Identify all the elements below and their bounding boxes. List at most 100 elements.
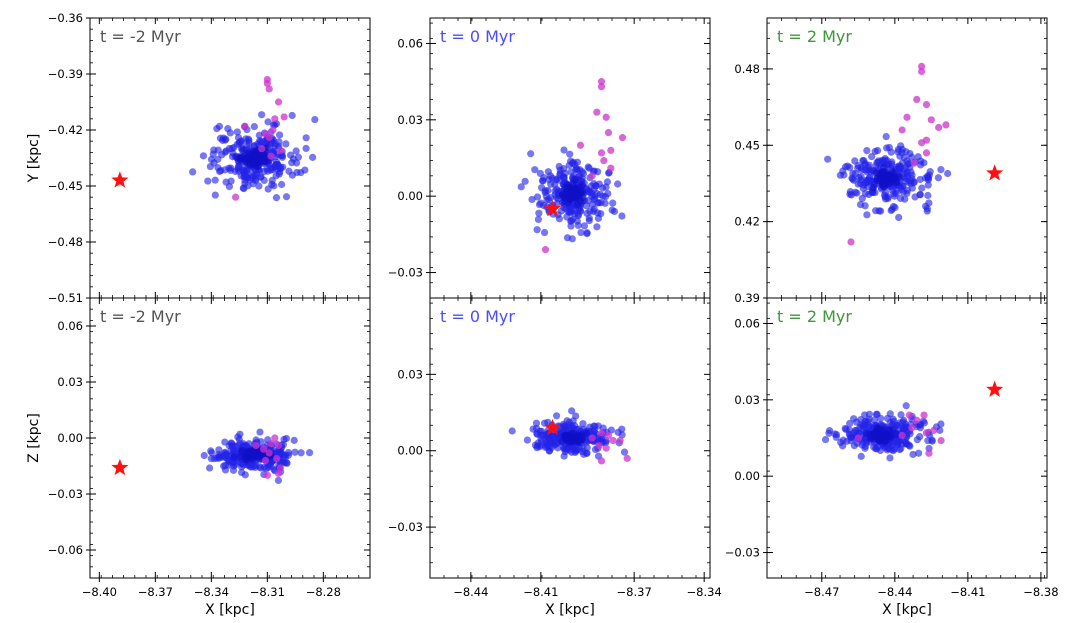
blue-point	[886, 419, 894, 427]
blue-point	[880, 443, 889, 452]
blue-point	[874, 157, 883, 165]
magenta-point	[600, 156, 608, 165]
blue-point	[563, 234, 572, 242]
panel-3: 0.48 0.45 0.42 0.39 t = 2 Myr	[734, 17, 1048, 305]
magenta-point	[265, 449, 273, 457]
blue-point	[887, 148, 895, 156]
blue-point	[918, 184, 926, 192]
blue-point	[237, 447, 245, 456]
blue-point	[311, 115, 319, 124]
blue-point	[293, 168, 301, 177]
x-axis-label: X [kpc]	[882, 602, 932, 618]
blue-point	[896, 446, 904, 454]
blue-point	[898, 182, 906, 190]
blue-point	[825, 427, 834, 435]
blue-point	[869, 184, 878, 192]
blue-point	[282, 193, 291, 201]
blue-point	[258, 111, 266, 119]
y-tick-label: 0.00	[57, 431, 83, 445]
blue-point	[618, 431, 626, 439]
blue-point	[592, 182, 600, 190]
blue-point	[239, 440, 248, 448]
y-tick-label: 0.42	[734, 215, 760, 229]
blue-point	[288, 159, 296, 167]
blue-point	[210, 159, 218, 167]
y-tick-label: −0.39	[48, 67, 83, 81]
blue-point	[241, 455, 249, 464]
blue-point	[902, 174, 910, 182]
blue-point	[934, 174, 942, 182]
panel-title: t = 2 Myr	[777, 307, 852, 326]
blue-point	[544, 168, 552, 176]
x-tick-label: −8.28	[306, 585, 341, 599]
magenta-point	[261, 456, 270, 464]
blue-point	[885, 179, 893, 187]
blue-point	[279, 458, 287, 466]
star-marker	[543, 418, 562, 436]
y-tick-label: −0.03	[48, 487, 83, 501]
magenta-point	[920, 411, 928, 419]
blue-point	[888, 205, 896, 213]
magenta-point	[607, 146, 615, 154]
star-marker	[986, 164, 1004, 181]
magenta-point	[922, 149, 931, 157]
blue-point	[255, 131, 263, 139]
blue-point	[276, 131, 284, 139]
magenta-point	[913, 95, 921, 104]
blue-point	[883, 144, 891, 152]
y-tick-label: −0.51	[48, 291, 83, 305]
magenta-point	[232, 193, 240, 201]
blue-point	[235, 163, 243, 171]
blue-point	[237, 137, 246, 145]
blue-point	[264, 185, 272, 193]
y-tick-label: 0.48	[734, 62, 760, 76]
blue-point	[840, 171, 848, 179]
y-tick-label: −0.06	[48, 543, 83, 557]
blue-point	[574, 211, 582, 219]
star-marker	[543, 199, 562, 217]
blue-point	[925, 199, 933, 207]
blue-point	[234, 157, 243, 165]
panel-1: −0.36 −0.39 −0.42 −0.45 −0.48 −0.51 t = -2 Myr…	[26, 11, 371, 305]
points-group	[189, 76, 319, 202]
magenta-point	[273, 454, 281, 463]
blue-point	[521, 177, 529, 185]
blue-point	[593, 189, 601, 198]
blue-point	[264, 167, 272, 175]
magenta-point	[271, 434, 279, 442]
blue-point	[566, 150, 574, 158]
blue-point	[244, 154, 252, 162]
panel-title: t = 2 Myr	[777, 27, 852, 46]
x-axis-label: X [kpc]	[545, 602, 595, 618]
blue-point	[282, 140, 290, 148]
blue-point	[560, 173, 568, 181]
blue-point	[204, 177, 212, 185]
blue-point	[547, 180, 555, 188]
blue-point	[309, 153, 317, 161]
blue-point	[863, 211, 871, 219]
blue-point	[905, 159, 913, 168]
blue-point	[222, 135, 230, 143]
blue-point	[599, 184, 607, 192]
axes-frame	[766, 297, 1048, 579]
x-tick-label: −8.44	[453, 585, 488, 599]
magenta-point	[258, 145, 266, 153]
blue-point	[865, 430, 874, 438]
blue-point	[280, 435, 288, 444]
blue-point	[255, 182, 263, 190]
blue-point	[213, 125, 221, 133]
magenta-point	[263, 79, 271, 87]
blue-point	[837, 438, 845, 447]
blue-point	[604, 189, 612, 198]
y-tick-label: 0.00	[734, 469, 760, 483]
magenta-point	[276, 464, 284, 472]
blue-point	[851, 157, 859, 165]
magenta-point	[623, 454, 631, 462]
blue-point	[849, 169, 857, 177]
blue-point	[936, 426, 944, 434]
blue-point	[569, 158, 577, 166]
blue-point	[536, 169, 544, 178]
y-tick-label: −0.03	[388, 266, 423, 280]
magenta-point	[918, 67, 926, 76]
blue-point	[533, 193, 542, 201]
